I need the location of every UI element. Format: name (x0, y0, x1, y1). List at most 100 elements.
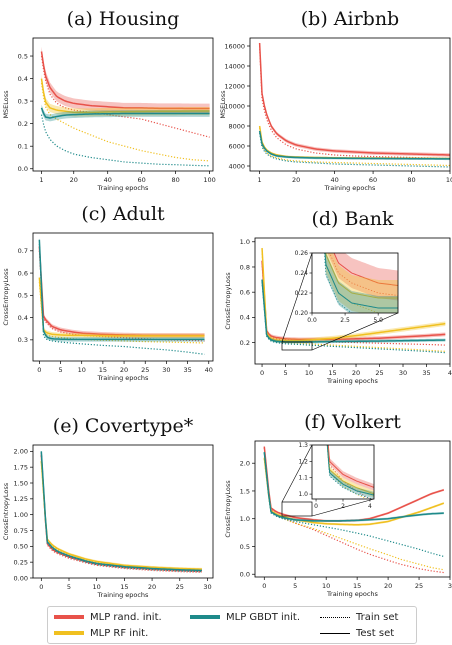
legend: MLP rand. init. MLP RF init. MLP GBDT in… (47, 606, 417, 644)
y-tick-label: 8000 (228, 122, 245, 130)
x-axis-label: Training epochs (326, 377, 379, 385)
panel-title: (d) Bank (311, 208, 394, 230)
line-series-rand-test (40, 51, 210, 110)
legend-item-train: Train set (320, 610, 398, 624)
inset-x-tick-label: 4 (368, 503, 372, 510)
x-tick-label: 0 (37, 366, 41, 374)
legend-label-train: Train set (356, 611, 399, 623)
y-tick-label: 1.5 (240, 487, 250, 495)
x-tick-label: 30 (162, 366, 170, 374)
inset-line-series-rf-test (325, 253, 398, 299)
x-tick-label: 0 (39, 583, 43, 591)
y-tick-label: 2.0 (240, 460, 250, 468)
x-axis-label: Training epochs (326, 590, 379, 598)
x-tick-label: 30 (399, 369, 407, 377)
y-tick-label: 1.25 (14, 495, 28, 503)
x-tick-label: 10 (446, 176, 452, 184)
panel-title: (a) Housing (67, 8, 180, 30)
series-group (40, 451, 202, 573)
series-group (40, 46, 210, 167)
panel-title: (f) Volkert (304, 411, 401, 433)
y-tick-label: 0.0 (240, 571, 250, 579)
plot-frame (254, 440, 451, 578)
x-tick-label: 60 (138, 176, 146, 184)
inset-line-series-rf-test (326, 445, 374, 495)
y-tick-label: 0.1 (18, 143, 28, 151)
inset-line-series-rand-test (333, 253, 398, 286)
y-tick-label: 1.50 (14, 479, 28, 487)
inset-line-series-rand-test (327, 445, 374, 488)
y-tick-label: 0.4 (18, 314, 28, 322)
x-tick-label: 15 (120, 583, 128, 591)
x-axis-label: Training epochs (324, 184, 377, 192)
y-tick-label: 1.75 (14, 463, 28, 471)
zoom-connector (311, 312, 399, 351)
y-tick-label: 0.00 (14, 574, 28, 582)
legend-label-test: Test set (356, 627, 395, 639)
x-tick-label: 20 (384, 582, 392, 590)
panel-2: (b) Airbnb 1 20 40 60 80 10 4000 6000 8000 10000 12… (219, 8, 452, 192)
panel-title: (b) Airbnb (301, 8, 399, 30)
x-tick-label: 30 (203, 583, 211, 591)
line-band-4 (259, 129, 450, 161)
legend-swatch-train (320, 616, 350, 618)
x-tick-label: 25 (141, 366, 149, 374)
inset-line-series-rand-train (329, 253, 398, 296)
x-tick-label: 10 (93, 583, 101, 591)
x-axis-label: Training epochs (97, 184, 150, 192)
legend-item-test: Test set (320, 626, 394, 640)
inset-y-tick-label: 1.3 (298, 442, 308, 449)
x-tick-label: 20 (120, 366, 128, 374)
x-tick-label: 60 (369, 176, 377, 184)
legend-swatch-gbdt (190, 615, 220, 619)
y-tick-label: 0.4 (240, 314, 250, 322)
legend-swatch-test (320, 632, 350, 634)
line-series-rf-test (40, 460, 202, 570)
line-series-gbdt-test (38, 239, 205, 341)
x-tick-label: 0 (260, 369, 264, 377)
y-axis-label: MSELoss (2, 90, 10, 119)
y-tick-label: 6000 (228, 142, 245, 150)
inset-x-tick-label: 0 (314, 503, 318, 510)
inset-y-tick-label: 0.26 (295, 250, 309, 257)
inset: 0.0 2.5 5.0 0.20 0.22 0.24 0.26 (281, 250, 399, 351)
y-axis-label: CrossEntropyLoss (224, 480, 232, 538)
plot-frame (32, 444, 214, 579)
line-series-gbdt-train (259, 132, 450, 168)
x-tick-label: 10 (322, 582, 330, 590)
x-tick-label: 40 (205, 366, 213, 374)
x-tick-label: 10 (78, 366, 86, 374)
line-series-gbdt-train (38, 244, 205, 355)
x-tick-label: 5 (293, 582, 297, 590)
line-band-4 (39, 237, 205, 342)
y-tick-label: 0.50 (14, 543, 28, 551)
y-tick-label: 0.6 (240, 288, 250, 296)
x-tick-label: 4 (448, 369, 452, 377)
y-tick-label: 0.4 (18, 75, 28, 83)
line-series-rand-test (258, 42, 450, 156)
x-tick-label: 25 (375, 369, 383, 377)
legend-item-gbdt: MLP GBDT init. (190, 610, 300, 624)
y-tick-label: 1.00 (14, 511, 28, 519)
zoom-connector (311, 498, 375, 517)
legend-swatch-rand (54, 615, 84, 619)
inset-line-band-4 (324, 253, 398, 313)
legend-label-gbdt: MLP GBDT init. (226, 611, 300, 623)
line-series-gbdt-train (263, 453, 444, 558)
inset-frame (311, 252, 399, 314)
legend-label-rf: MLP RF init. (90, 627, 149, 639)
y-tick-label: 0.5 (18, 292, 28, 300)
inset-line-series-gbdt-test (326, 445, 374, 496)
y-tick-label: 0.3 (18, 97, 28, 105)
panel-title: (c) Adult (81, 203, 165, 225)
zoom-region (281, 341, 313, 351)
inset-line-series-gbdt-test (324, 253, 398, 309)
y-axis-label: CrossEntropyLoss (224, 272, 232, 330)
y-tick-label: 2.00 (14, 448, 28, 456)
inset-series-group (326, 445, 374, 499)
x-tick-label: 5 (58, 366, 62, 374)
x-tick-label: 80 (407, 176, 415, 184)
y-axis-label: CrossEntropyLoss (2, 268, 10, 326)
line-series-rand-train (40, 455, 202, 573)
